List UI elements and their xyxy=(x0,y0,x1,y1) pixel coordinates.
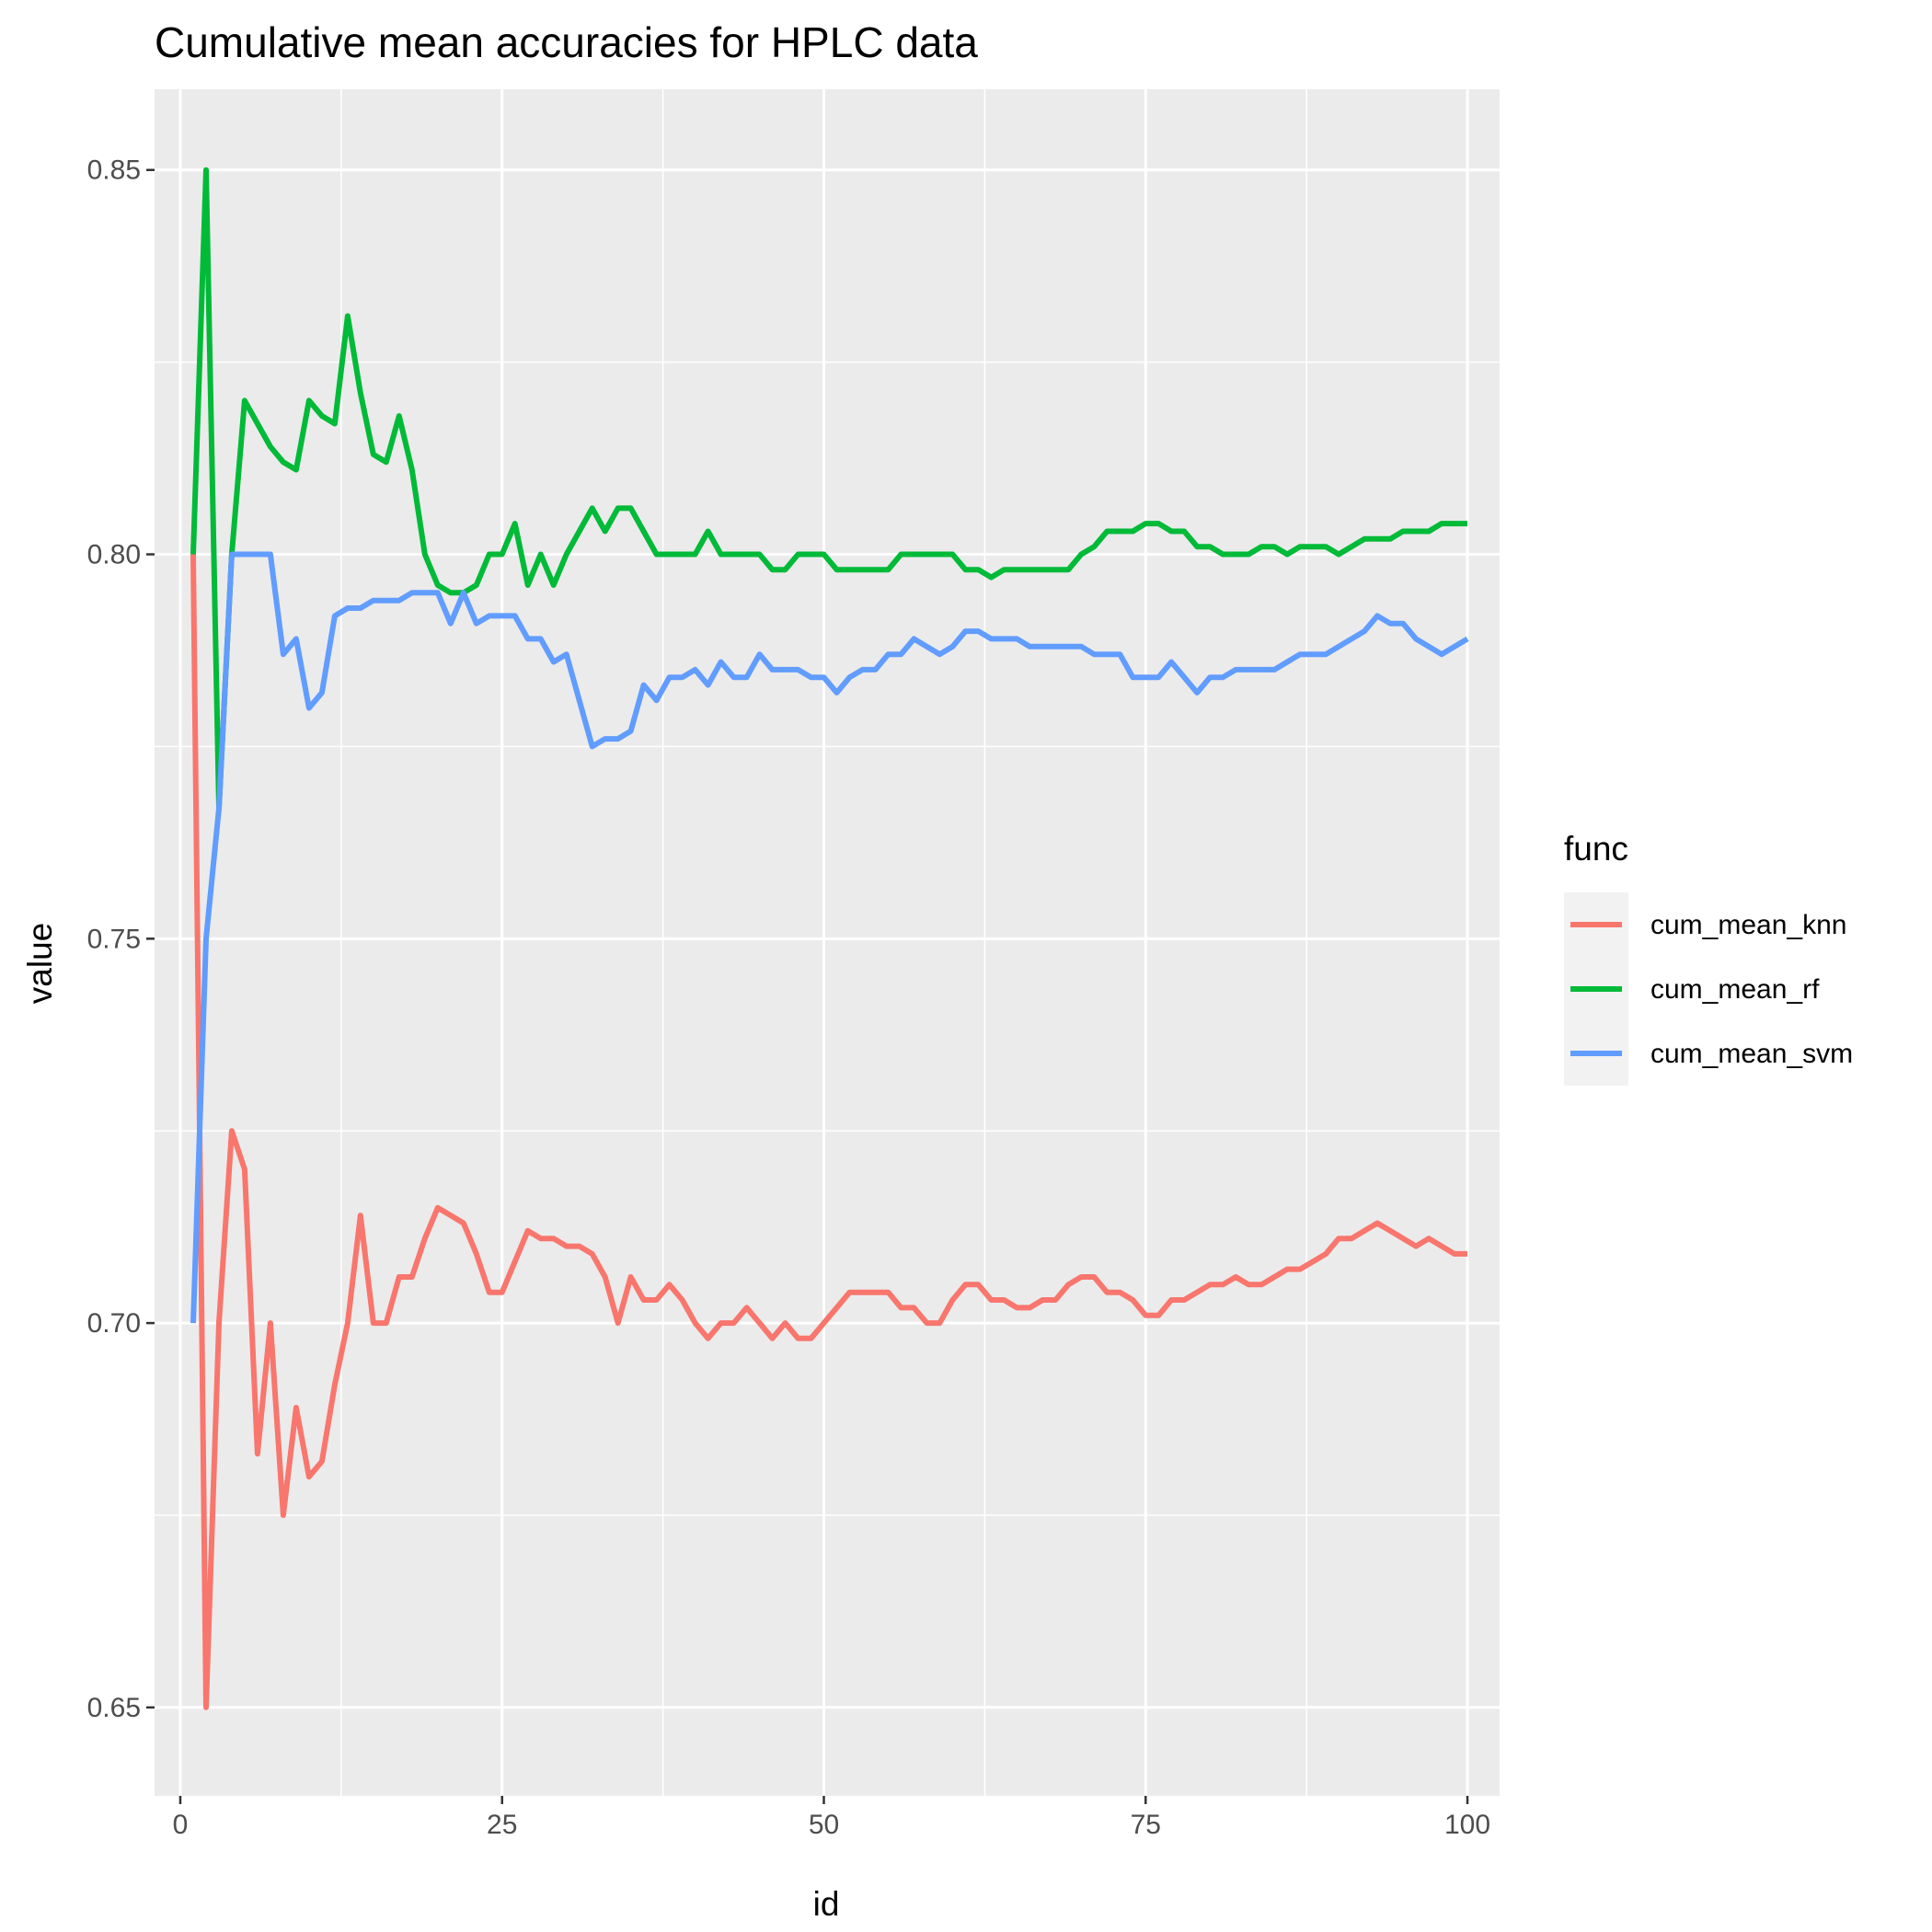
y-axis-title: value xyxy=(21,923,59,1004)
x-axis-title: id xyxy=(813,1885,840,1923)
y-tick-label: 0.75 xyxy=(87,924,141,954)
series-line-cum_mean_knn xyxy=(190,554,1467,1710)
legend-items: cum_mean_knn cum_mean_rf cum_mean_svm xyxy=(1564,892,1853,1086)
x-axis: 0 25 50 75 100 xyxy=(173,1796,1490,1840)
legend: func cum_mean_knn cum_mean_rf cum_mean_svm xyxy=(1564,830,1853,1086)
y-tick-label: 0.85 xyxy=(87,155,141,186)
y-tick-label: 0.80 xyxy=(87,540,141,570)
legend-label-cum_mean_svm: cum_mean_svm xyxy=(1650,1039,1853,1069)
x-tick-label: 50 xyxy=(809,1810,839,1840)
y-tick-label: 0.70 xyxy=(87,1308,141,1339)
plot-panel xyxy=(155,89,1500,1796)
chart-title: Cumulative mean accuracies for HPLC data xyxy=(155,18,978,66)
series-line-cum_mean_svm xyxy=(190,551,1469,1324)
series-line-cum_mean_rf xyxy=(190,167,1467,811)
y-axis: 0.65 0.70 0.75 0.80 0.85 xyxy=(87,155,155,1723)
legend-label-cum_mean_rf: cum_mean_rf xyxy=(1650,974,1820,1005)
x-tick-label: 25 xyxy=(487,1810,517,1840)
legend-title: func xyxy=(1564,830,1628,868)
x-tick-label: 75 xyxy=(1131,1810,1161,1840)
y-tick-label: 0.65 xyxy=(87,1693,141,1723)
series-lines xyxy=(190,167,1469,1710)
x-tick-label: 100 xyxy=(1444,1810,1490,1840)
x-tick-label: 0 xyxy=(173,1810,189,1840)
legend-label-cum_mean_knn: cum_mean_knn xyxy=(1650,910,1846,940)
